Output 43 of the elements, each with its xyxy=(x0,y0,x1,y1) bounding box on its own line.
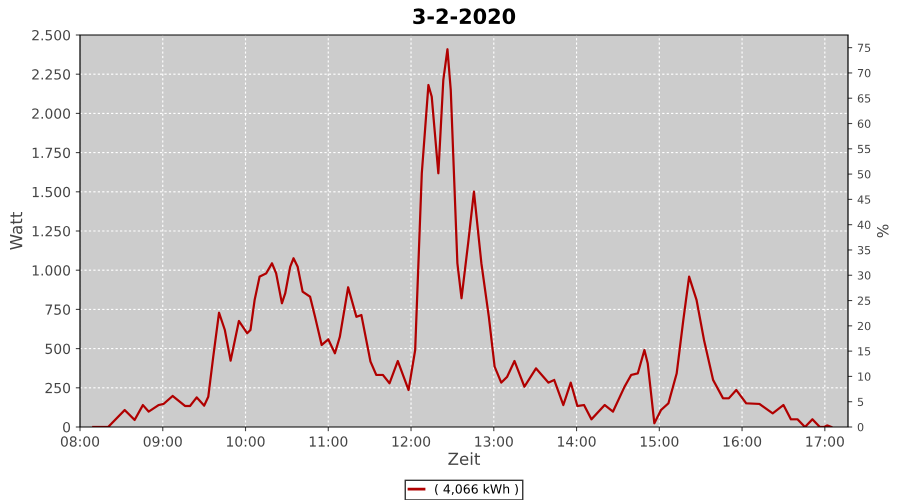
y2-tick-label: 15 xyxy=(858,347,870,356)
y-tick-label: 1.750 xyxy=(32,148,70,158)
x-tick-label: 12:00 xyxy=(392,436,430,447)
y2-tick-label: 45 xyxy=(858,196,870,204)
y-tick-label: 1.250 xyxy=(32,226,70,236)
y2-tick-label: 5 xyxy=(858,398,864,406)
y2-tick-label: 55 xyxy=(858,144,870,154)
y2-tick-label: 60 xyxy=(858,119,870,128)
y2-tick-label: 65 xyxy=(858,94,870,103)
x-tick-label: 08:00 xyxy=(60,436,100,447)
x-axis-title: Zeit xyxy=(448,452,480,466)
x-tick-label: 14:00 xyxy=(558,436,596,447)
y2-tick-label: 0 xyxy=(858,422,864,432)
y-tick-label: 1.500 xyxy=(32,186,70,198)
chart-title: 3-2-2020 xyxy=(413,8,516,24)
y2-tick-label: 10 xyxy=(858,372,870,381)
x-tick-label: 09:00 xyxy=(144,436,182,447)
y2-tick-label: 20 xyxy=(858,322,870,330)
y-axis-title: Watt xyxy=(10,212,22,250)
y-tick-label: 0 xyxy=(63,422,70,432)
y2-tick-label: 35 xyxy=(858,246,870,254)
y-tick-label: 750 xyxy=(46,304,70,315)
x-tick-label: 10:00 xyxy=(227,436,265,447)
y-tick-label: 250 xyxy=(45,382,70,394)
y2-tick-label: 70 xyxy=(858,68,870,78)
y-tick-label: 2.250 xyxy=(32,69,70,80)
y2-tick-label: 75 xyxy=(858,44,870,52)
y2-tick-label: 40 xyxy=(858,220,870,230)
legend-label: ( 4,066 kWh ) xyxy=(435,484,518,496)
y-tick-label: 2.000 xyxy=(32,108,70,119)
y2-tick-label: 25 xyxy=(858,296,870,305)
x-tick-label: 11:00 xyxy=(310,436,348,447)
y-tick-label: 2.500 xyxy=(32,30,70,40)
y-tick-label: 500 xyxy=(46,344,70,354)
x-tick-label: 16:00 xyxy=(724,436,762,447)
y2-tick-label: 30 xyxy=(858,271,870,280)
x-tick-label: 17:00 xyxy=(806,436,844,447)
y2-tick-label: 50 xyxy=(858,170,870,178)
y2-axis-title: % xyxy=(876,224,889,238)
x-tick-label: 13:00 xyxy=(475,436,513,447)
line-series xyxy=(92,48,833,427)
y-tick-label: 1.000 xyxy=(32,265,70,276)
x-tick-label: 15:00 xyxy=(640,436,678,447)
